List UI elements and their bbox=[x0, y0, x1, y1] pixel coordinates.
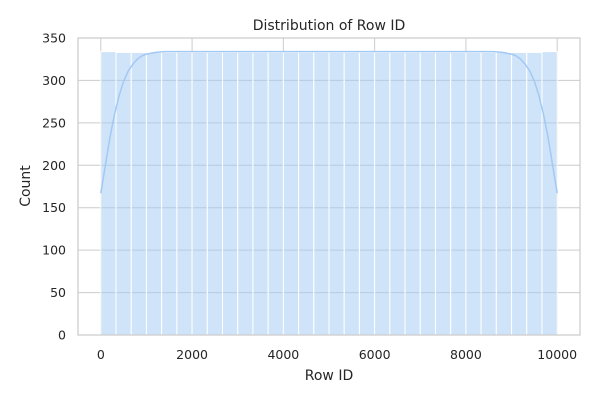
histogram-bar-4 bbox=[161, 51, 178, 336]
histogram-bar-3 bbox=[145, 51, 163, 336]
histogram-bar-13 bbox=[298, 51, 315, 336]
histogram-bar-15 bbox=[328, 51, 345, 336]
y-tick-label-2: 100 bbox=[42, 243, 66, 258]
x-tick-label-1: 2000 bbox=[176, 347, 208, 362]
histogram-bar-22 bbox=[434, 51, 452, 336]
histogram-bar-27 bbox=[511, 51, 528, 336]
histogram-bar-24 bbox=[465, 51, 482, 336]
kde-curve bbox=[100, 50, 558, 194]
histogram-bar-20 bbox=[404, 51, 421, 336]
histogram-bar-11 bbox=[267, 51, 284, 336]
histogram-bars bbox=[100, 51, 558, 336]
histogram-bar-9 bbox=[237, 51, 254, 336]
y-tick-labels: 0 50 100 150 200 250 300 350 bbox=[42, 31, 66, 343]
histogram-bar-14 bbox=[313, 51, 330, 336]
histogram-bar-29 bbox=[541, 51, 558, 336]
histogram-bar-5 bbox=[176, 51, 193, 336]
x-tick-label-3: 6000 bbox=[359, 347, 391, 362]
histogram-bar-2 bbox=[130, 51, 147, 336]
histogram-bar-16 bbox=[343, 51, 360, 336]
histogram-bar-23 bbox=[450, 51, 467, 336]
y-tick-label-5: 250 bbox=[42, 115, 66, 130]
y-tick-label-0: 0 bbox=[58, 328, 66, 343]
y-tick-label-6: 300 bbox=[42, 73, 66, 88]
histogram-bar-25 bbox=[480, 51, 497, 336]
histogram-bar-0 bbox=[100, 51, 117, 336]
histogram-bar-28 bbox=[526, 51, 543, 336]
histogram-bar-21 bbox=[419, 51, 436, 336]
histogram-bar-26 bbox=[495, 51, 513, 336]
histogram-bar-1 bbox=[115, 51, 132, 336]
histogram-bar-10 bbox=[252, 51, 269, 336]
y-tick-label-4: 200 bbox=[42, 158, 66, 173]
histogram-bar-19 bbox=[389, 51, 406, 336]
plot-frame bbox=[77, 37, 581, 336]
x-axis-label: Row ID bbox=[305, 368, 353, 384]
y-tick-label-3: 150 bbox=[42, 200, 66, 215]
histogram-bar-6 bbox=[191, 51, 208, 336]
kde-curve-layer bbox=[100, 50, 558, 194]
x-tick-label-2: 4000 bbox=[267, 347, 299, 362]
x-tick-labels: 0 2000 4000 6000 8000 10000 bbox=[97, 347, 577, 362]
x-tick-label-4: 8000 bbox=[450, 347, 482, 362]
y-axis-label: Count bbox=[18, 165, 34, 207]
y-tick-label-7: 350 bbox=[42, 31, 66, 46]
histogram-bar-17 bbox=[358, 51, 376, 336]
histogram-bar-18 bbox=[374, 51, 391, 336]
x-tick-label-5: 10000 bbox=[537, 347, 577, 362]
x-tick-label-0: 0 bbox=[97, 347, 105, 362]
histogram-bar-8 bbox=[222, 51, 239, 336]
chart-title: Distribution of Row ID bbox=[253, 18, 406, 34]
axes-frame bbox=[77, 37, 581, 336]
histogram-bar-12 bbox=[282, 51, 300, 336]
histogram-bar-7 bbox=[206, 51, 224, 336]
y-tick-label-1: 50 bbox=[50, 285, 66, 300]
